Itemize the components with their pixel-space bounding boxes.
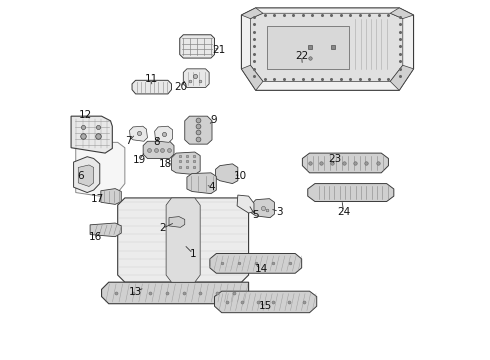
Text: 24: 24 <box>337 207 350 217</box>
Polygon shape <box>267 26 349 69</box>
Polygon shape <box>155 126 172 142</box>
Text: 11: 11 <box>145 74 158 84</box>
Polygon shape <box>302 153 389 173</box>
Polygon shape <box>215 291 317 313</box>
Polygon shape <box>129 126 147 141</box>
Text: 14: 14 <box>254 264 268 274</box>
Polygon shape <box>242 8 263 19</box>
Polygon shape <box>143 141 174 158</box>
Text: 9: 9 <box>210 115 217 125</box>
Text: 22: 22 <box>295 51 308 61</box>
Text: 10: 10 <box>234 171 247 181</box>
Polygon shape <box>187 173 216 194</box>
Polygon shape <box>180 35 215 58</box>
Polygon shape <box>237 195 254 213</box>
Text: 5: 5 <box>252 210 258 220</box>
Polygon shape <box>74 157 100 193</box>
Text: 18: 18 <box>159 159 172 169</box>
Polygon shape <box>71 116 112 153</box>
Polygon shape <box>251 199 274 218</box>
Polygon shape <box>172 152 200 175</box>
Polygon shape <box>101 282 248 304</box>
Polygon shape <box>101 189 122 204</box>
Polygon shape <box>183 69 209 87</box>
Polygon shape <box>250 13 403 81</box>
Text: 19: 19 <box>133 155 146 165</box>
Polygon shape <box>308 184 394 202</box>
Polygon shape <box>90 223 122 237</box>
Text: 23: 23 <box>329 154 342 164</box>
Text: 15: 15 <box>259 301 272 311</box>
Text: 16: 16 <box>89 232 102 242</box>
Polygon shape <box>390 8 414 19</box>
Text: 17: 17 <box>91 194 104 204</box>
Text: 12: 12 <box>79 110 92 120</box>
Text: 21: 21 <box>213 45 226 55</box>
Text: 3: 3 <box>276 207 282 217</box>
Text: 20: 20 <box>174 82 188 93</box>
Polygon shape <box>242 65 263 90</box>
Text: 13: 13 <box>129 287 142 297</box>
Polygon shape <box>169 217 185 227</box>
Polygon shape <box>216 164 238 184</box>
Polygon shape <box>132 80 172 94</box>
Text: 4: 4 <box>209 182 215 192</box>
Polygon shape <box>390 65 414 90</box>
Polygon shape <box>118 198 248 282</box>
Polygon shape <box>242 8 414 90</box>
Polygon shape <box>185 116 212 144</box>
Text: 2: 2 <box>159 224 166 233</box>
Text: 8: 8 <box>153 138 159 147</box>
Text: 7: 7 <box>125 136 132 146</box>
Polygon shape <box>166 198 200 282</box>
Text: 6: 6 <box>77 171 84 181</box>
Polygon shape <box>76 142 125 196</box>
Polygon shape <box>210 253 302 273</box>
Polygon shape <box>78 165 94 186</box>
Text: 1: 1 <box>190 248 196 258</box>
